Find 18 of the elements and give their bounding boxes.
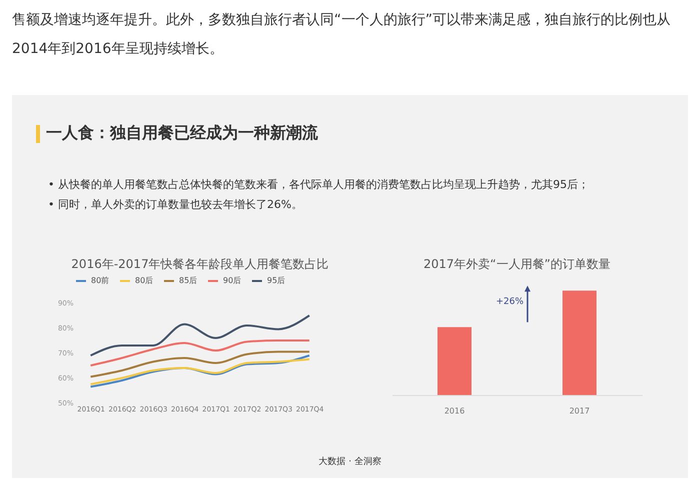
- text: • 同时，单人外卖的订单数量也较去年增长了26%。: [48, 197, 304, 213]
- text: 售额及增速均逐年提升。此外，多数独自旅行者认同“一个人的旅行”可以带来满足感，独自旅行的比例也从2014年到2016年呈现持续增长。: [12, 11, 672, 59]
- legend-label: 90后: [223, 276, 242, 285]
- annotation: +26%: [496, 296, 524, 307]
- text: 大数据 · 全洞察: [318, 456, 382, 468]
- x-tick-label: 2016: [444, 406, 465, 416]
- line-series: [90, 340, 310, 366]
- legend-label: 95后: [267, 276, 286, 285]
- legend-label: 85后: [179, 276, 198, 285]
- legend-label: 80前: [91, 276, 110, 285]
- text: 一人食：独自用餐已经成为一种新潮流: [46, 123, 318, 144]
- x-tick-label: 2017: [569, 406, 590, 416]
- chart-title: 2016年-2017年快餐各年龄段单人用餐笔数占比: [71, 257, 329, 271]
- legend-label: 80后: [135, 276, 154, 285]
- chart-title: 2017年外卖“一人用餐”的订单数量: [424, 257, 610, 271]
- text: • 从快餐的单人用餐笔数占总体快餐的笔数来看，各代际单人用餐的消费笔数占比均呈现上升趋势，尤其95后；: [48, 177, 589, 193]
- line-series: [90, 314, 310, 356]
- line-series: [90, 350, 310, 378]
